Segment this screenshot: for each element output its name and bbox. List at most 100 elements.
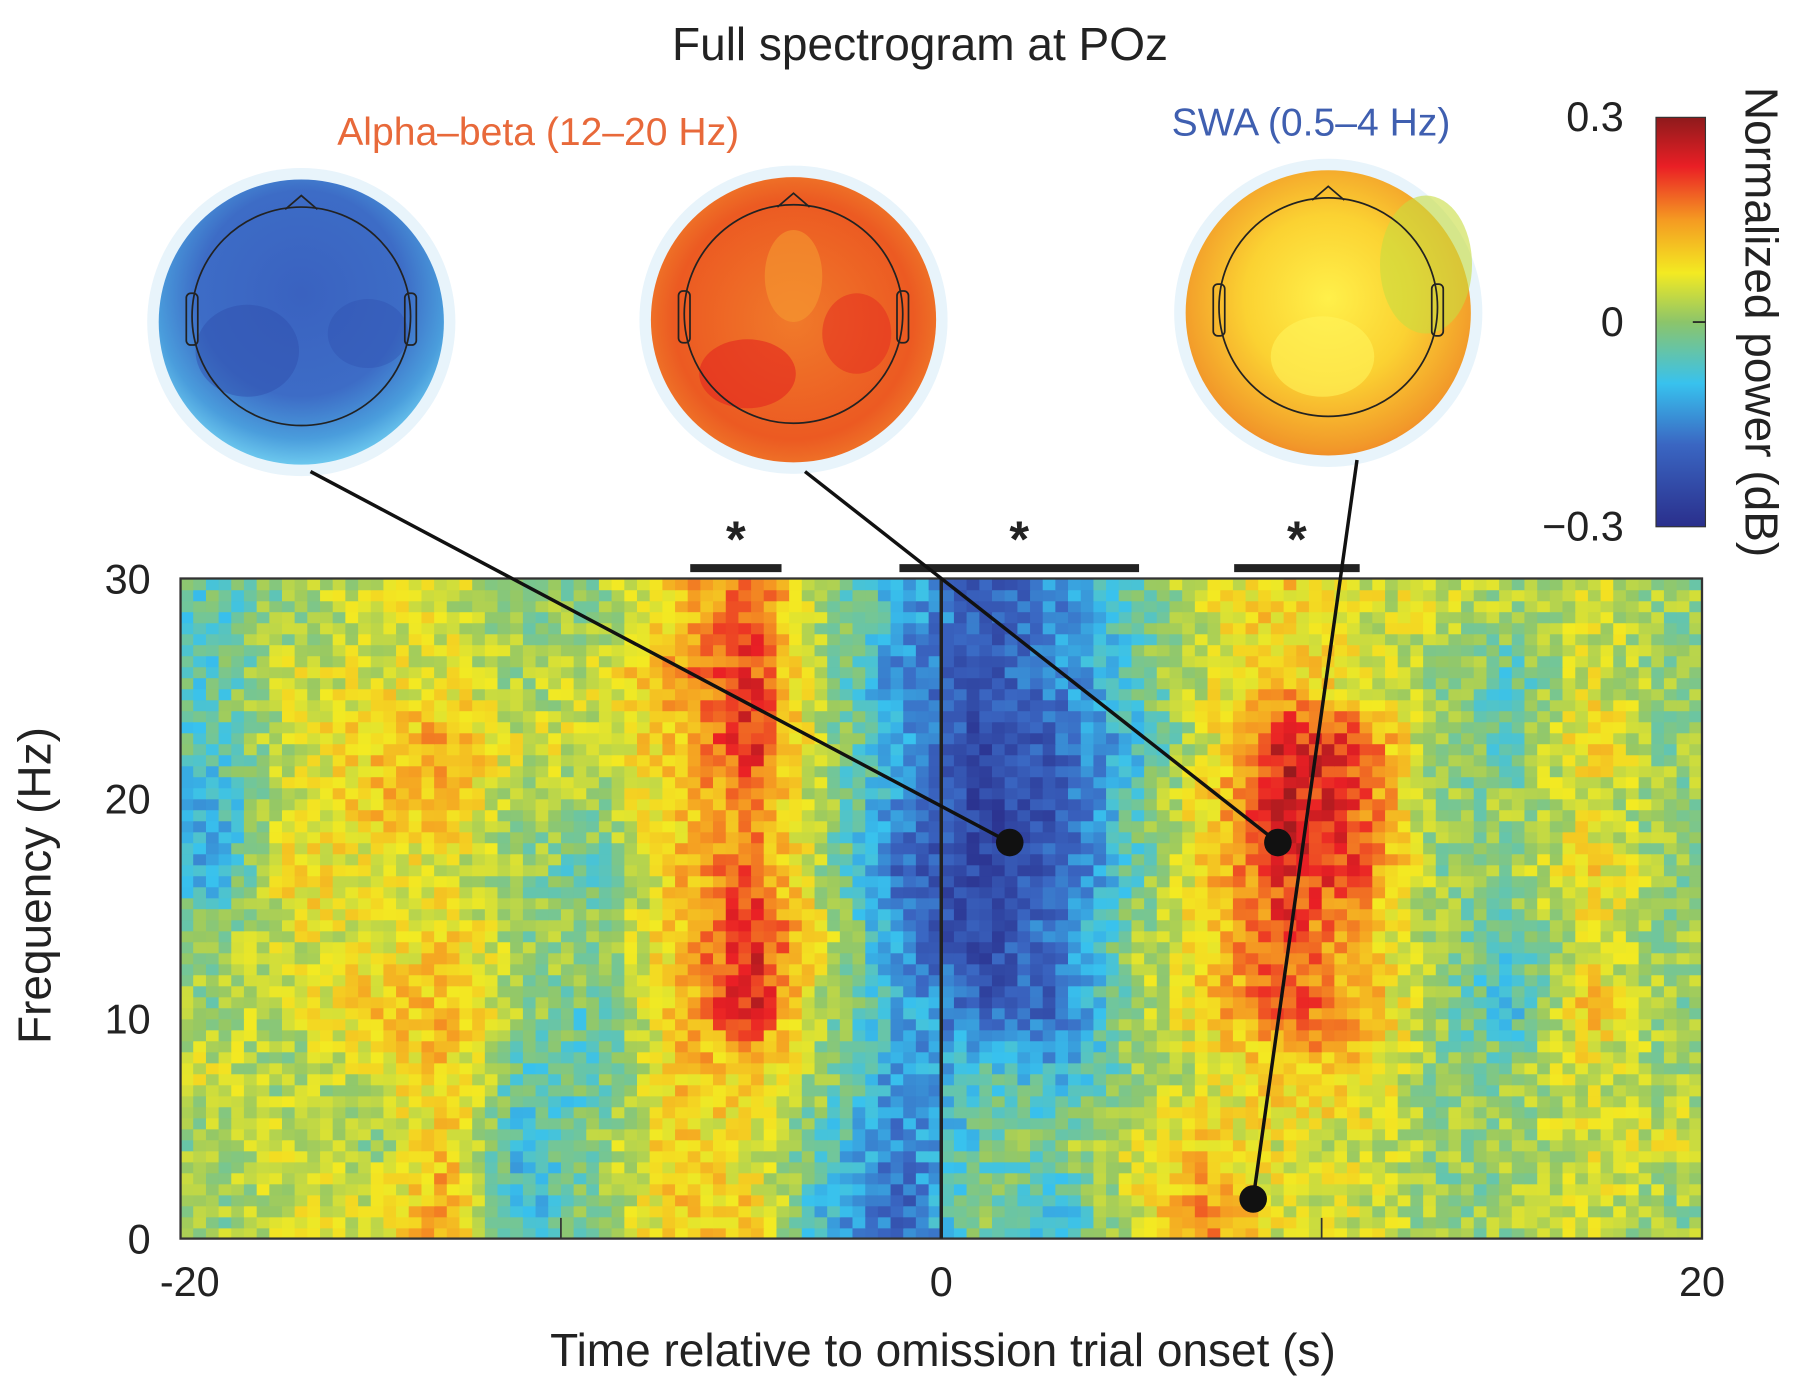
heatmap-cell bbox=[1359, 1018, 1373, 1031]
heatmap-cell bbox=[1562, 875, 1576, 888]
heatmap-cell bbox=[522, 1040, 537, 1053]
heatmap-cell bbox=[548, 1040, 562, 1053]
heatmap-cell bbox=[408, 1040, 423, 1053]
heatmap-cell bbox=[1346, 1216, 1361, 1229]
heatmap-cell bbox=[1080, 1139, 1095, 1152]
heatmap-cell bbox=[1587, 941, 1602, 954]
heatmap-cell bbox=[1270, 974, 1285, 987]
heatmap-cell bbox=[1346, 952, 1361, 965]
heatmap-cell bbox=[1055, 1018, 1069, 1031]
heatmap-cell bbox=[1359, 1007, 1373, 1020]
heatmap-cell bbox=[865, 1062, 879, 1075]
heatmap-cell bbox=[1448, 798, 1462, 811]
heatmap-cell bbox=[1372, 1161, 1386, 1174]
heatmap-cell bbox=[1182, 1106, 1196, 1119]
heatmap-cell bbox=[1638, 1161, 1652, 1174]
heatmap-cell bbox=[1625, 820, 1640, 833]
heatmap-cell bbox=[408, 1150, 423, 1163]
heatmap-cell bbox=[801, 787, 816, 800]
heatmap-cell bbox=[510, 1084, 524, 1097]
heatmap-cell bbox=[1524, 930, 1538, 943]
heatmap-cell bbox=[1372, 820, 1386, 833]
heatmap-cell bbox=[484, 842, 499, 855]
heatmap-cell bbox=[446, 1007, 461, 1020]
heatmap-cell bbox=[991, 853, 1006, 866]
heatmap-cell bbox=[269, 1161, 283, 1174]
heatmap-cell bbox=[560, 1007, 575, 1020]
heatmap-cell bbox=[218, 1029, 232, 1042]
heatmap-cell bbox=[205, 1095, 220, 1108]
heatmap-cell bbox=[1321, 996, 1336, 1009]
heatmap-cell bbox=[713, 1117, 727, 1130]
heatmap-cell bbox=[789, 1172, 803, 1185]
heatmap-cell bbox=[1587, 974, 1602, 987]
heatmap-cell bbox=[890, 1128, 904, 1141]
heatmap-cell bbox=[1537, 974, 1551, 987]
heatmap-cell bbox=[408, 1172, 423, 1185]
heatmap-cell bbox=[1042, 776, 1057, 789]
heatmap-cell bbox=[713, 1073, 727, 1086]
heatmap-cell bbox=[1511, 941, 1526, 954]
heatmap-cell bbox=[573, 1216, 587, 1229]
heatmap-cell bbox=[1638, 1128, 1652, 1141]
heatmap-cell bbox=[827, 1073, 841, 1086]
heatmap-cell bbox=[459, 908, 473, 921]
heatmap-cell bbox=[928, 952, 942, 965]
heatmap-cell bbox=[281, 1084, 296, 1097]
heatmap-cell bbox=[877, 1216, 892, 1229]
heatmap-cell bbox=[915, 897, 930, 910]
heatmap-cell bbox=[903, 963, 917, 976]
heatmap-cell bbox=[1220, 1161, 1234, 1174]
heatmap-cell bbox=[1194, 1183, 1209, 1196]
heatmap-cell bbox=[1194, 787, 1209, 800]
heatmap-cell bbox=[1676, 787, 1690, 800]
heatmap-cell bbox=[1055, 831, 1069, 844]
heatmap-cell bbox=[814, 908, 828, 921]
heatmap-cell bbox=[852, 963, 866, 976]
heatmap-cell bbox=[586, 974, 600, 987]
heatmap-cell bbox=[256, 1029, 271, 1042]
heatmap-cell bbox=[1359, 1117, 1373, 1130]
heatmap-cell bbox=[1220, 1183, 1234, 1196]
heatmap-cell bbox=[687, 1205, 702, 1218]
heatmap-cell bbox=[459, 974, 473, 987]
heatmap-cell bbox=[459, 809, 473, 822]
heatmap-cell bbox=[510, 809, 524, 822]
heatmap-cell bbox=[636, 853, 651, 866]
heatmap-cell bbox=[1004, 1084, 1018, 1097]
heatmap-cell bbox=[497, 864, 511, 877]
heatmap-cell bbox=[1663, 1117, 1678, 1130]
heatmap-cell bbox=[953, 1051, 968, 1064]
heatmap-cell bbox=[446, 864, 461, 877]
heatmap-cell bbox=[1473, 886, 1488, 899]
heatmap-cell bbox=[180, 908, 194, 921]
heatmap-cell bbox=[1410, 1106, 1424, 1119]
heatmap-cell bbox=[231, 1128, 245, 1141]
heatmap-cell bbox=[751, 1139, 765, 1152]
heatmap-cell bbox=[827, 798, 841, 811]
heatmap-cell bbox=[1283, 952, 1297, 965]
heatmap-cell bbox=[472, 985, 486, 998]
heatmap-cell bbox=[839, 941, 854, 954]
heatmap-cell bbox=[1562, 1095, 1576, 1108]
heatmap-cell bbox=[877, 908, 892, 921]
heatmap-cell bbox=[434, 941, 448, 954]
heatmap-cell bbox=[434, 864, 448, 877]
heatmap-cell bbox=[243, 1018, 258, 1031]
heatmap-cell bbox=[991, 1117, 1006, 1130]
heatmap-cell bbox=[979, 1062, 993, 1075]
heatmap-cell bbox=[776, 875, 790, 888]
heatmap-cell bbox=[1296, 787, 1310, 800]
heatmap-cell bbox=[1575, 1073, 1589, 1086]
heatmap-cell bbox=[1372, 985, 1386, 998]
heatmap-cell bbox=[1499, 1194, 1513, 1207]
heatmap-cell bbox=[662, 1106, 676, 1119]
heatmap-cell bbox=[890, 1205, 904, 1218]
heatmap-cell bbox=[573, 1117, 587, 1130]
heatmap-cell bbox=[383, 787, 397, 800]
heatmap-cell bbox=[1144, 1194, 1158, 1207]
heatmap-cell bbox=[1562, 1161, 1576, 1174]
heatmap-cell bbox=[624, 787, 638, 800]
heatmap-cell bbox=[1169, 996, 1183, 1009]
heatmap-cell bbox=[1004, 809, 1018, 822]
